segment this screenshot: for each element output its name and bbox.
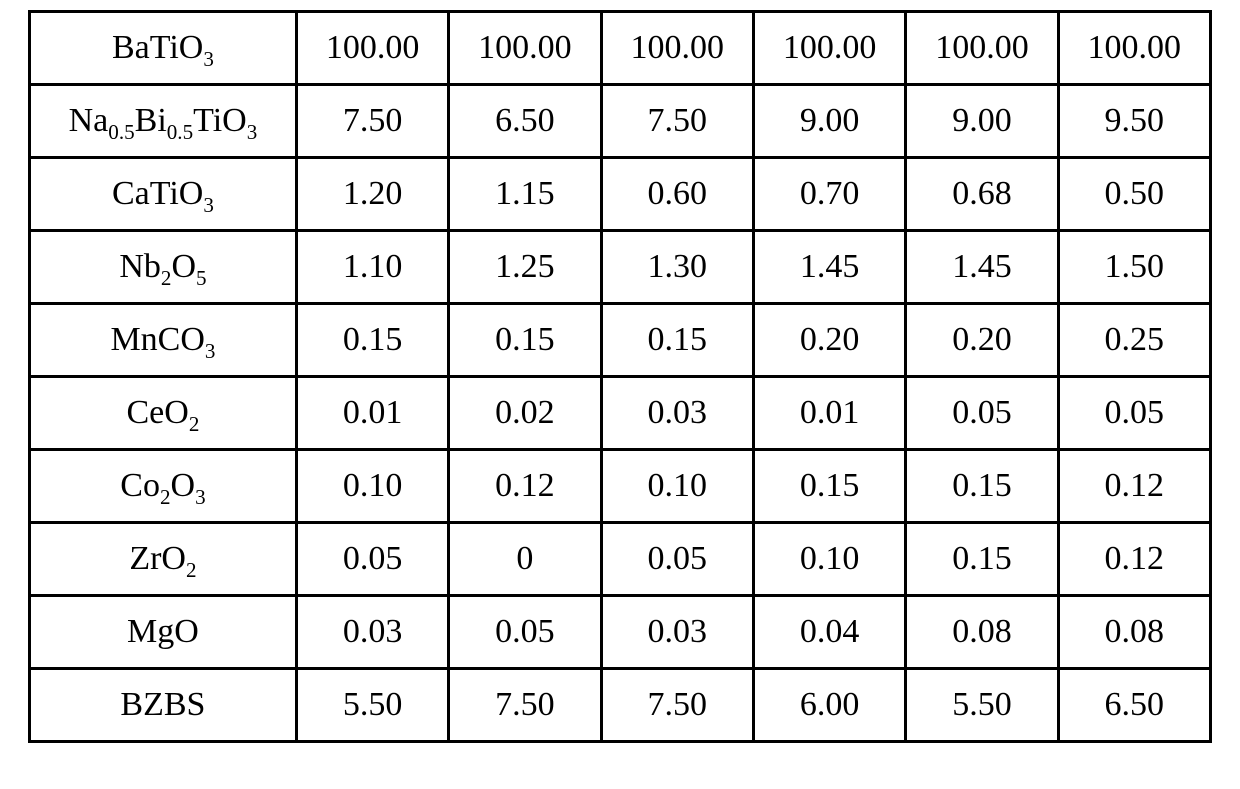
row-label: ZrO2 xyxy=(30,523,297,596)
value-cell: 0.15 xyxy=(753,450,905,523)
value-cell: 9.50 xyxy=(1058,85,1210,158)
value-cell: 0.68 xyxy=(906,158,1058,231)
value-cell: 0.15 xyxy=(601,304,753,377)
value-cell: 5.50 xyxy=(296,669,448,742)
value-cell: 6.50 xyxy=(449,85,601,158)
value-cell: 1.10 xyxy=(296,231,448,304)
value-cell: 0.01 xyxy=(296,377,448,450)
value-cell: 0.50 xyxy=(1058,158,1210,231)
value-cell: 100.00 xyxy=(753,12,905,85)
value-cell: 0.12 xyxy=(1058,523,1210,596)
value-cell: 0.05 xyxy=(296,523,448,596)
value-cell: 9.00 xyxy=(906,85,1058,158)
value-cell: 1.25 xyxy=(449,231,601,304)
composition-table-body: BaTiO3100.00100.00100.00100.00100.00100.… xyxy=(30,12,1211,742)
value-cell: 9.00 xyxy=(753,85,905,158)
value-cell: 0.03 xyxy=(601,596,753,669)
value-cell: 1.15 xyxy=(449,158,601,231)
value-cell: 0.04 xyxy=(753,596,905,669)
value-cell: 100.00 xyxy=(449,12,601,85)
value-cell: 6.00 xyxy=(753,669,905,742)
table-row: ZrO20.0500.050.100.150.12 xyxy=(30,523,1211,596)
value-cell: 1.20 xyxy=(296,158,448,231)
row-label: CaTiO3 xyxy=(30,158,297,231)
value-cell: 1.45 xyxy=(906,231,1058,304)
row-label: MnCO3 xyxy=(30,304,297,377)
value-cell: 0.12 xyxy=(449,450,601,523)
table-row: Co2O30.100.120.100.150.150.12 xyxy=(30,450,1211,523)
row-label: MgO xyxy=(30,596,297,669)
value-cell: 0.01 xyxy=(753,377,905,450)
value-cell: 0.15 xyxy=(906,450,1058,523)
value-cell: 0.05 xyxy=(449,596,601,669)
value-cell: 1.45 xyxy=(753,231,905,304)
value-cell: 0.08 xyxy=(1058,596,1210,669)
row-label: Co2O3 xyxy=(30,450,297,523)
value-cell: 7.50 xyxy=(601,85,753,158)
value-cell: 0.60 xyxy=(601,158,753,231)
value-cell: 0.03 xyxy=(296,596,448,669)
value-cell: 5.50 xyxy=(906,669,1058,742)
table-row: Na0.5Bi0.5TiO37.506.507.509.009.009.50 xyxy=(30,85,1211,158)
value-cell: 0.03 xyxy=(601,377,753,450)
table-row: Nb2O51.101.251.301.451.451.50 xyxy=(30,231,1211,304)
table-row: MgO0.030.050.030.040.080.08 xyxy=(30,596,1211,669)
value-cell: 0.10 xyxy=(601,450,753,523)
value-cell: 0.05 xyxy=(906,377,1058,450)
table-row: CaTiO31.201.150.600.700.680.50 xyxy=(30,158,1211,231)
table-row: BaTiO3100.00100.00100.00100.00100.00100.… xyxy=(30,12,1211,85)
value-cell: 1.30 xyxy=(601,231,753,304)
value-cell: 0.15 xyxy=(906,523,1058,596)
page: BaTiO3100.00100.00100.00100.00100.00100.… xyxy=(0,0,1240,789)
value-cell: 0.05 xyxy=(601,523,753,596)
composition-table: BaTiO3100.00100.00100.00100.00100.00100.… xyxy=(28,10,1212,743)
table-row: BZBS5.507.507.506.005.506.50 xyxy=(30,669,1211,742)
value-cell: 0.20 xyxy=(753,304,905,377)
value-cell: 0.10 xyxy=(753,523,905,596)
value-cell: 0.20 xyxy=(906,304,1058,377)
value-cell: 100.00 xyxy=(296,12,448,85)
row-label: BZBS xyxy=(30,669,297,742)
row-label: Na0.5Bi0.5TiO3 xyxy=(30,85,297,158)
value-cell: 0.25 xyxy=(1058,304,1210,377)
value-cell: 6.50 xyxy=(1058,669,1210,742)
table-row: CeO20.010.020.030.010.050.05 xyxy=(30,377,1211,450)
value-cell: 0.12 xyxy=(1058,450,1210,523)
row-label: BaTiO3 xyxy=(30,12,297,85)
value-cell: 0.02 xyxy=(449,377,601,450)
value-cell: 0.70 xyxy=(753,158,905,231)
value-cell: 100.00 xyxy=(906,12,1058,85)
value-cell: 1.50 xyxy=(1058,231,1210,304)
value-cell: 0.15 xyxy=(296,304,448,377)
value-cell: 0.05 xyxy=(1058,377,1210,450)
value-cell: 0.08 xyxy=(906,596,1058,669)
value-cell: 100.00 xyxy=(1058,12,1210,85)
table-row: MnCO30.150.150.150.200.200.25 xyxy=(30,304,1211,377)
value-cell: 7.50 xyxy=(601,669,753,742)
value-cell: 0 xyxy=(449,523,601,596)
value-cell: 100.00 xyxy=(601,12,753,85)
value-cell: 7.50 xyxy=(449,669,601,742)
row-label: CeO2 xyxy=(30,377,297,450)
value-cell: 0.10 xyxy=(296,450,448,523)
value-cell: 0.15 xyxy=(449,304,601,377)
row-label: Nb2O5 xyxy=(30,231,297,304)
value-cell: 7.50 xyxy=(296,85,448,158)
